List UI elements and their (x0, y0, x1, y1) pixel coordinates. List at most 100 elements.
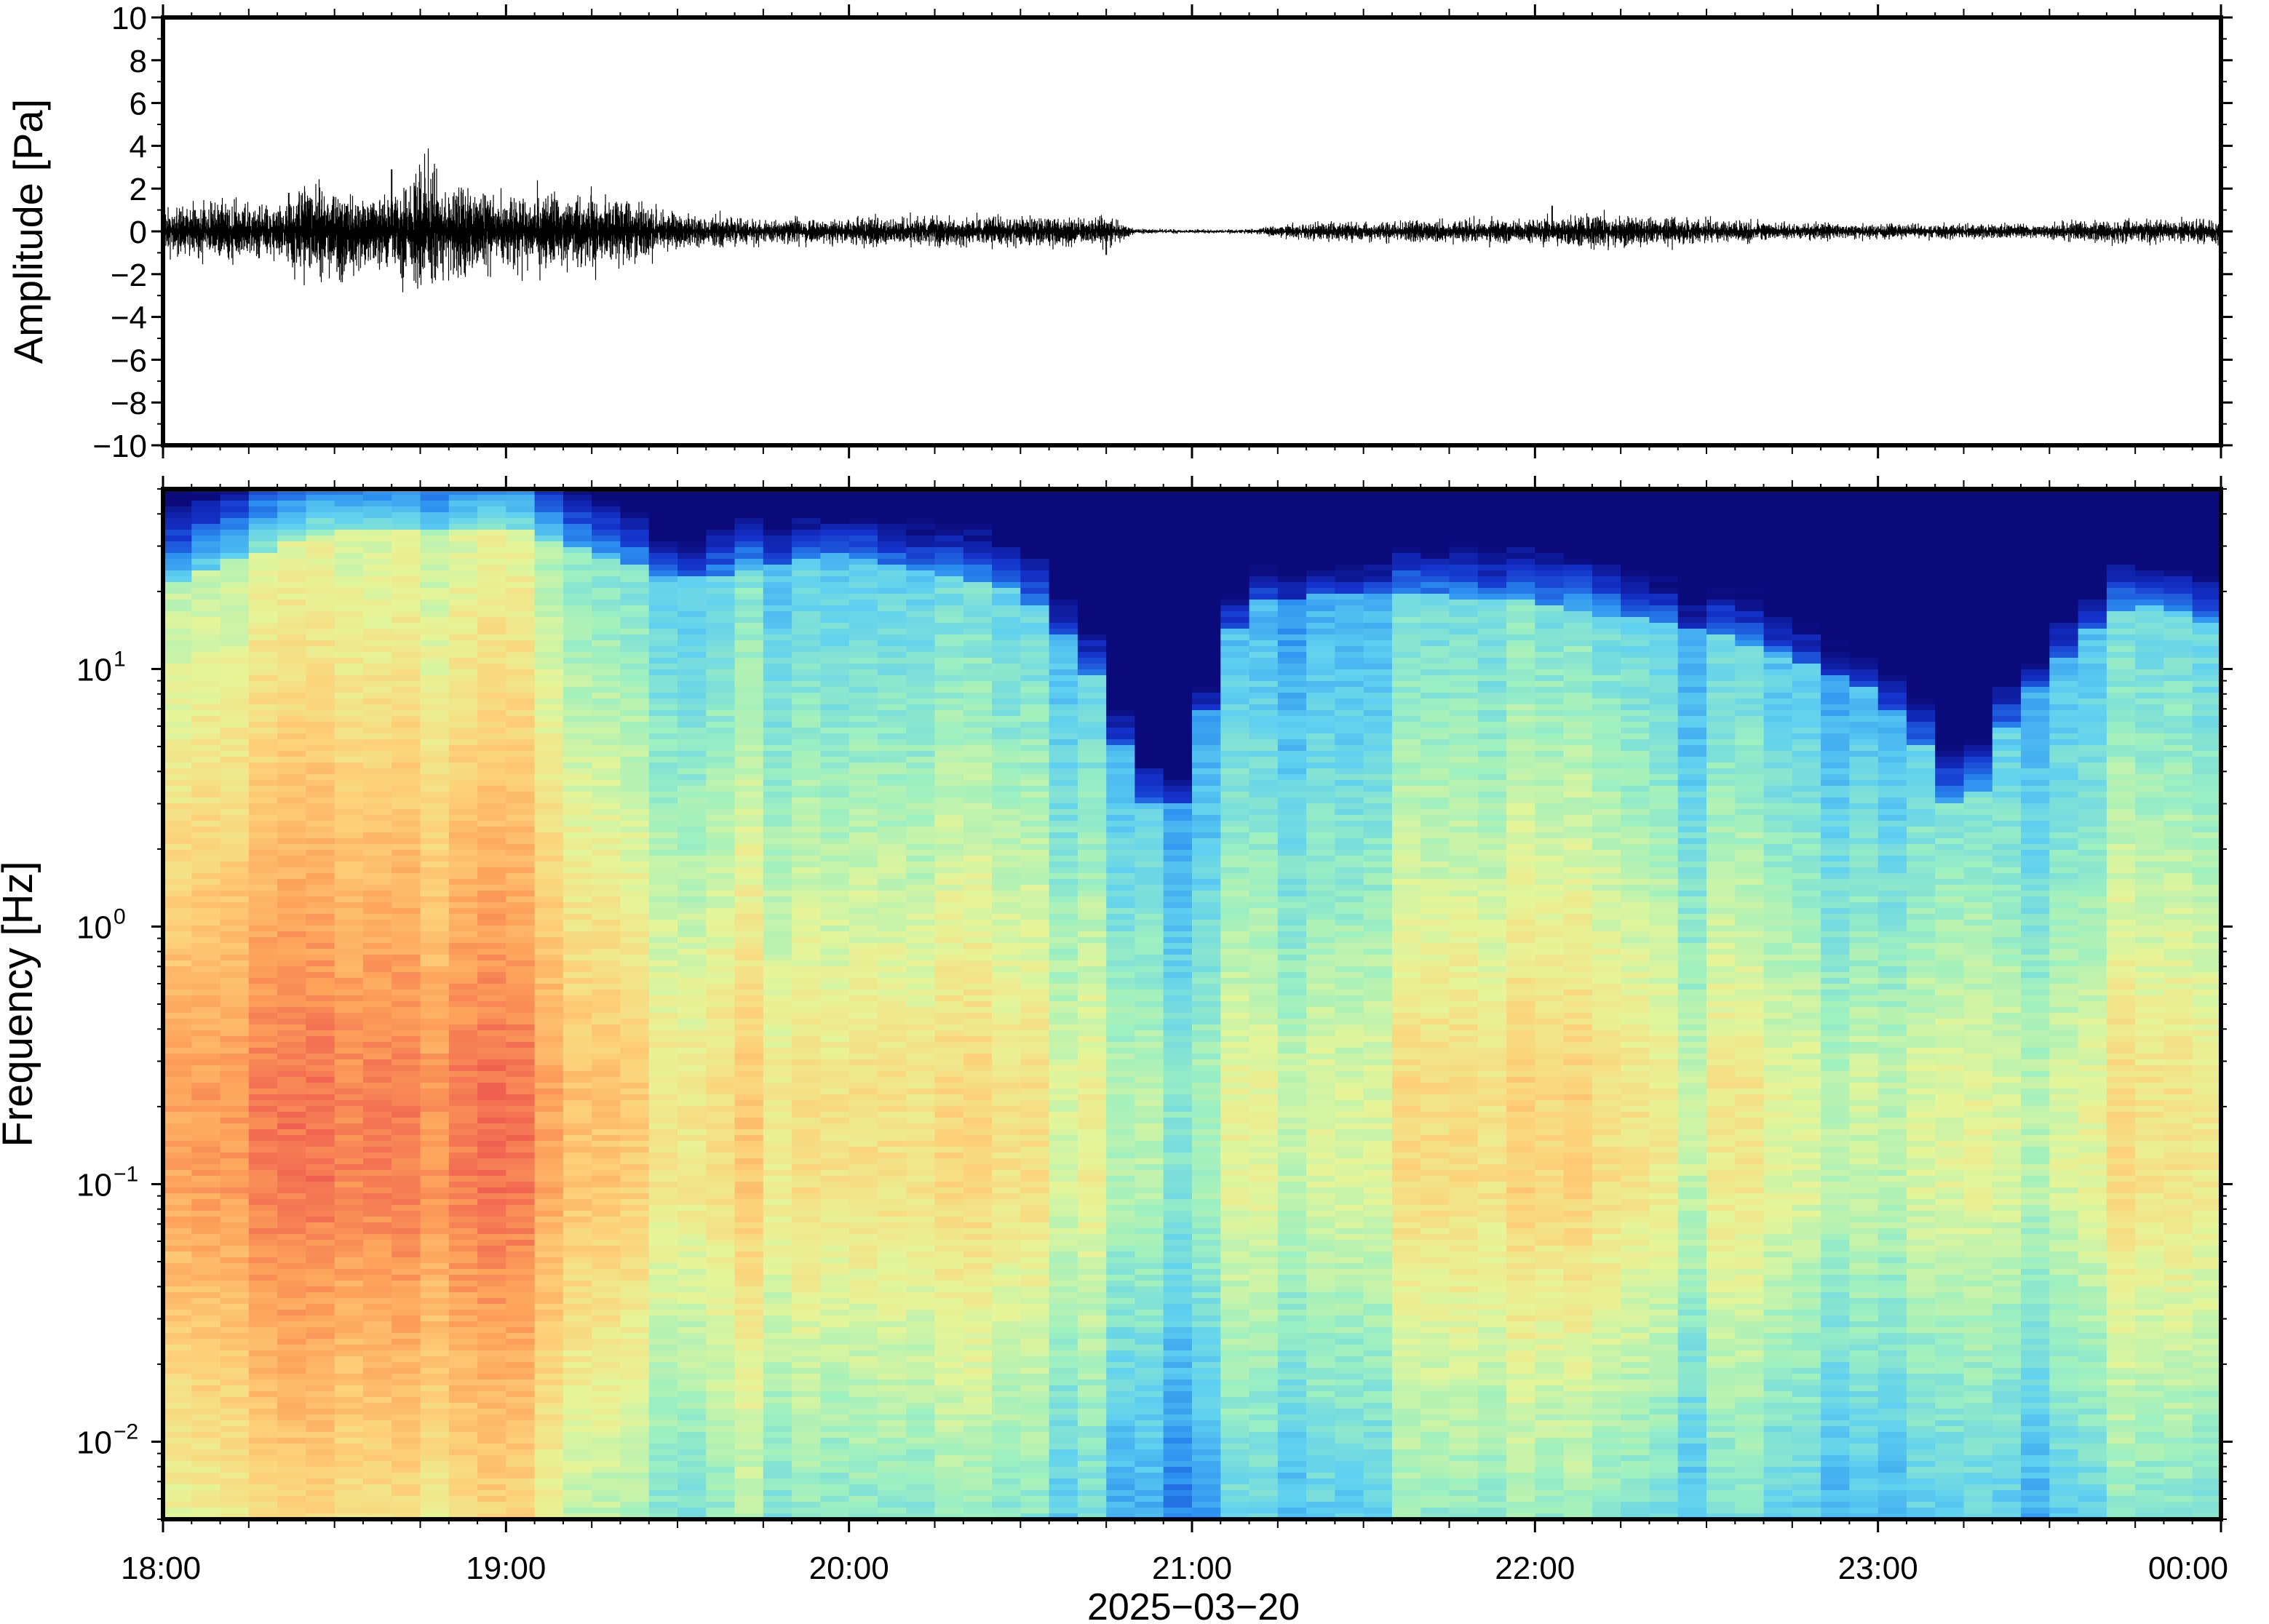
spectrogram-cell (849, 1310, 878, 1316)
spectrogram-cell (277, 722, 307, 728)
spectrogram-cell (849, 512, 878, 519)
spectrogram-cell (392, 984, 421, 990)
spectrogram-cell (592, 1502, 621, 1508)
spectrogram-cell (277, 1234, 307, 1241)
spectrogram-cell (334, 1042, 364, 1048)
spectrogram-cell (506, 1199, 536, 1206)
spectrogram-cell (248, 891, 279, 897)
spectrogram-cell (849, 797, 878, 804)
spectrogram-cell (906, 1368, 936, 1374)
spectrogram-cell (248, 1333, 279, 1340)
spectrogram-cell (362, 588, 393, 594)
spectrogram-cell (277, 861, 307, 868)
spectrogram-cell (277, 605, 307, 612)
spectrogram-cell (877, 966, 907, 973)
spectrogram-cell (220, 1449, 250, 1456)
spectrogram-cell (706, 926, 736, 932)
spectrogram-cell (477, 896, 507, 903)
spectrogram-cell (820, 623, 850, 629)
spectrogram-cell (477, 669, 507, 676)
spectrogram-cell (392, 693, 421, 699)
spectrogram-cell (563, 1164, 593, 1171)
spectrogram-cell (306, 600, 335, 606)
spectrogram-cell (706, 565, 736, 571)
spectrogram-cell (392, 1298, 421, 1305)
spectrogram-cell (877, 570, 907, 577)
spectrogram-cell (506, 1426, 536, 1433)
spectrogram-cell (620, 722, 650, 728)
spectrogram-cell (477, 1508, 507, 1514)
spectrogram-cell (877, 803, 907, 810)
spectrogram-cell (277, 1013, 307, 1019)
spectrogram-cell (277, 1077, 307, 1083)
spectrogram-cell (220, 797, 250, 804)
spectrogram-cell (191, 1077, 221, 1083)
spectrogram-cell (220, 1071, 250, 1078)
spectrogram-cell (677, 1158, 707, 1165)
spectrogram-cell (534, 1100, 564, 1107)
spectrogram-cell (277, 1368, 307, 1374)
spectrogram-cell (306, 1211, 335, 1217)
spectrogram-cell (191, 716, 221, 723)
spectrogram-cell (334, 1147, 364, 1153)
spectrogram-cell (477, 536, 507, 542)
spectrogram-cell (448, 850, 479, 856)
spectrogram-cell (648, 1176, 678, 1182)
spectrogram-cell (620, 629, 650, 635)
spectrogram-cell (734, 658, 764, 664)
spectrogram-cell (477, 1054, 507, 1060)
spectrogram-cell (506, 1461, 536, 1468)
spectrogram-cell (792, 1112, 822, 1118)
spectrogram-cell (849, 1420, 878, 1427)
spectrogram-cell (877, 838, 907, 845)
spectrogram-cell (277, 990, 307, 996)
spectrogram-cell (763, 600, 793, 606)
spectrogram-cell (477, 1129, 507, 1136)
spectrogram-cell (334, 867, 364, 874)
spectrogram-cell (677, 582, 707, 589)
spectrogram-cell (734, 1193, 764, 1200)
spectrogram-cell (706, 1187, 736, 1194)
spectrogram-cell (563, 1042, 593, 1048)
spectrogram-cell (592, 1467, 621, 1473)
spectrogram-cell (563, 786, 593, 792)
spectrogram-cell (163, 1368, 193, 1374)
spectrogram-cell (849, 605, 878, 612)
spectrogram-cell (334, 634, 364, 641)
spectrogram-cell (448, 1123, 479, 1130)
spectrogram-cell (734, 966, 764, 973)
spectrogram-cell (334, 1199, 364, 1206)
spectrogram-cell (849, 1199, 878, 1206)
spectrogram-cell (877, 926, 907, 932)
spectrogram-cell (592, 1153, 621, 1159)
spectrogram-cell (477, 792, 507, 798)
spectrogram-cell (334, 1112, 364, 1118)
spectrogram-cell (163, 926, 193, 932)
spectrogram-cell (220, 1350, 250, 1357)
spectrogram-cell (448, 570, 479, 577)
spectrogram-cell (763, 1438, 793, 1444)
spectrogram-cell (734, 640, 764, 647)
spectrogram-cell (248, 1281, 279, 1287)
spectrogram-cell (648, 634, 678, 641)
spectrogram-cell (334, 1362, 364, 1369)
spectrogram-cell (392, 506, 421, 513)
spectrogram-cell (677, 1071, 707, 1078)
spectrogram-cell (734, 1356, 764, 1363)
spectrogram-cell (648, 1327, 678, 1334)
spectrogram-cell (220, 1403, 250, 1409)
spectrogram-cell (906, 1240, 936, 1246)
spectrogram-cell (592, 763, 621, 769)
spectrogram-cell (506, 1263, 536, 1270)
spectrogram-cell (477, 1315, 507, 1322)
spectrogram-cell (820, 1385, 850, 1392)
spectrogram-cell (820, 827, 850, 833)
spectrogram-cell (906, 1333, 936, 1340)
spectrogram-cell (420, 1502, 450, 1508)
spectrogram-cell (334, 623, 364, 629)
spectrogram-cell (849, 1007, 878, 1014)
spectrogram-cell (592, 931, 621, 938)
spectrogram-cell (248, 757, 279, 763)
spectrogram-cell (906, 1356, 936, 1363)
spectrogram-cell (734, 803, 764, 810)
